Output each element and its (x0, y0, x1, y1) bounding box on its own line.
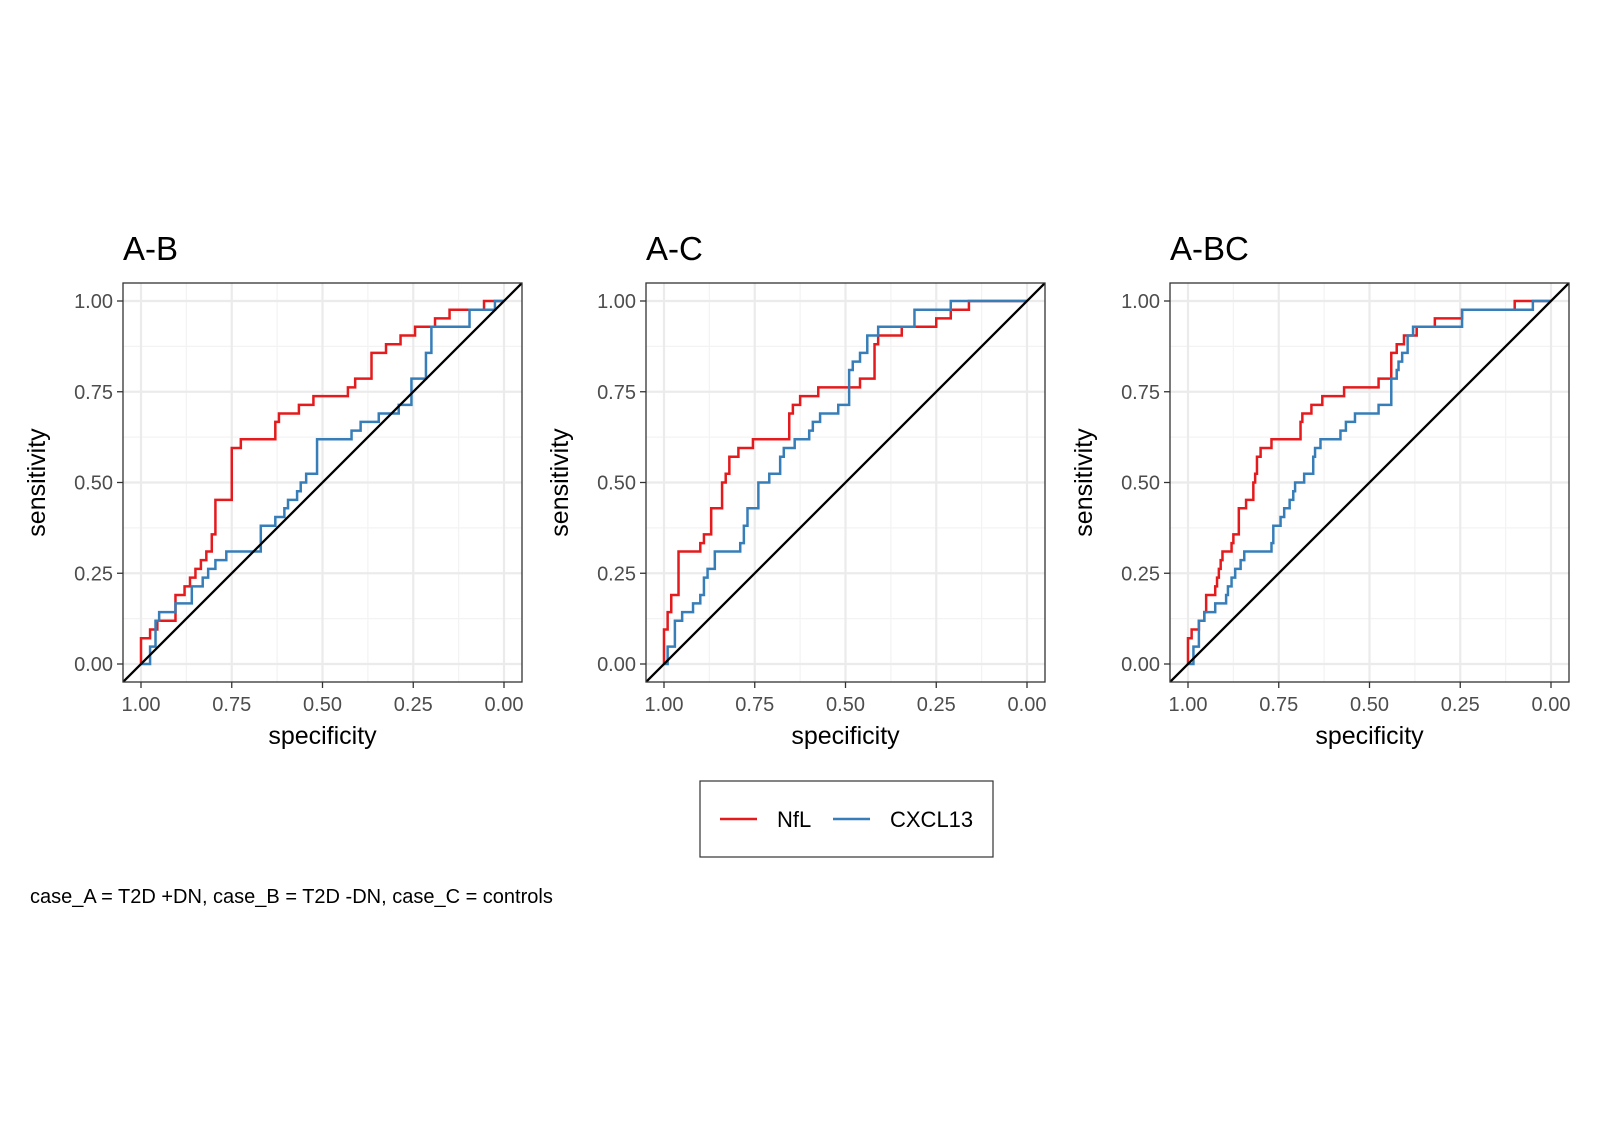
x-tick-label: 0.50 (826, 694, 865, 716)
plot-data (1170, 283, 1569, 682)
roc-curve-cxcl13 (141, 299, 504, 666)
x-tick-label: 0.75 (212, 694, 251, 716)
reference-diagonal (646, 283, 1045, 682)
x-tick-label: 0.00 (1532, 694, 1571, 716)
x-tick-label: 0.75 (735, 694, 774, 716)
panel-a-b: 0.00 0.25 0.50 0.75 1.00 1.00 0.75 0.50 0.25 0.00… (23, 230, 523, 750)
caption: case_A = T2D +DN, case_B = T2D -DN, case… (30, 886, 553, 908)
panel-title: A-BC (1170, 230, 1249, 267)
legend-label-cxcl13: CXCL13 (890, 807, 973, 832)
x-axis-title: specificity (268, 722, 377, 750)
y-tick-label: 0.50 (597, 473, 636, 495)
x-tick-label: 1.00 (645, 694, 684, 716)
panel-a-bc: 0.00 0.25 0.50 0.75 1.00 1.00 0.75 0.50 0.25 0.00… (1070, 230, 1570, 750)
y-tick-label: 0.00 (597, 654, 636, 676)
y-tick-label: 0.00 (74, 654, 113, 676)
x-axis-title: specificity (1315, 722, 1424, 750)
reference-diagonal (1170, 283, 1569, 682)
roc-curve-cxcl13 (1188, 299, 1551, 666)
x-tick-label: 1.00 (122, 694, 161, 716)
panels: 0.00 0.25 0.50 0.75 1.00 1.00 0.75 0.50 0.25 0.00… (23, 230, 1570, 750)
y-axis-title: sensitivity (23, 428, 51, 537)
roc-curve-cxcl13 (664, 299, 1027, 666)
x-tick-label: 0.25 (1441, 694, 1480, 716)
panel-title: A-B (123, 230, 178, 267)
plot-data (123, 283, 522, 682)
legend: NfL CXCL13 (699, 780, 994, 858)
legend-label-nfl: NfL (777, 807, 811, 832)
y-axis-title: sensitivity (1070, 428, 1098, 537)
roc-curve-nfl (662, 299, 1027, 664)
x-tick-label: 0.50 (1350, 694, 1389, 716)
x-tick-label: 1.00 (1169, 694, 1208, 716)
y-axis-title: sensitivity (546, 428, 574, 537)
y-tick-label: 1.00 (74, 291, 113, 313)
y-tick-label: 0.25 (1121, 563, 1160, 585)
y-tick-label: 0.75 (597, 382, 636, 404)
x-axis-title: specificity (791, 722, 900, 750)
x-tick-label: 0.50 (303, 694, 342, 716)
y-tick-label: 1.00 (597, 291, 636, 313)
x-tick-label: 0.00 (485, 694, 524, 716)
y-tick-label: 0.25 (74, 563, 113, 585)
roc-curve-nfl (1186, 299, 1551, 664)
x-tick-label: 0.75 (1259, 694, 1298, 716)
y-tick-label: 0.50 (1121, 473, 1160, 495)
x-tick-label: 0.25 (394, 694, 433, 716)
y-tick-label: 0.75 (74, 382, 113, 404)
x-tick-label: 0.25 (917, 694, 956, 716)
y-tick-label: 1.00 (1121, 291, 1160, 313)
y-tick-label: 0.75 (1121, 382, 1160, 404)
reference-diagonal (123, 283, 522, 682)
panel-a-c: 0.00 0.25 0.50 0.75 1.00 1.00 0.75 0.50 0.25 0.00… (546, 230, 1046, 750)
roc-curve-nfl (139, 299, 504, 664)
x-tick-label: 0.00 (1008, 694, 1047, 716)
y-tick-label: 0.00 (1121, 654, 1160, 676)
panel-title: A-C (646, 230, 703, 267)
y-tick-label: 0.50 (74, 473, 113, 495)
plot-data (646, 283, 1045, 682)
y-tick-label: 0.25 (597, 563, 636, 585)
